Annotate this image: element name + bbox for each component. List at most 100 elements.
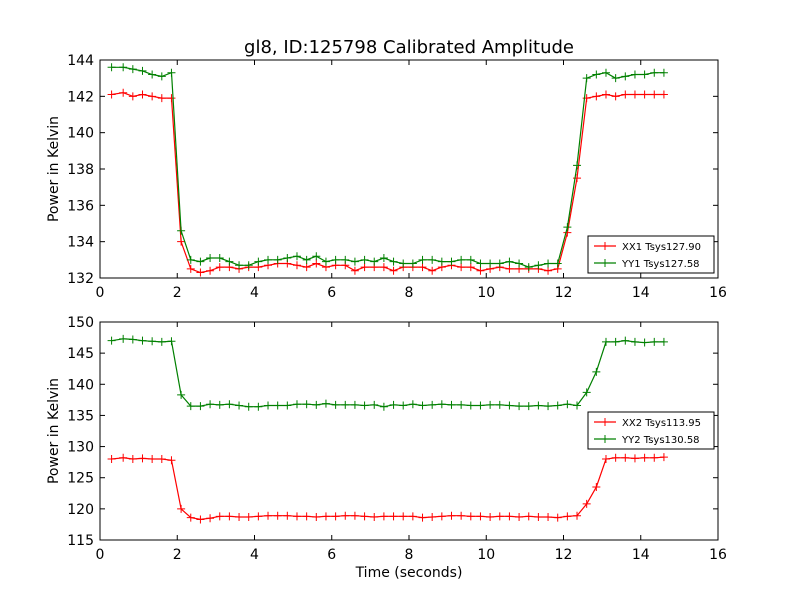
bottom-plot-series-2-point [621, 336, 630, 345]
y-tick-label: 115 [67, 533, 94, 549]
top-plot-series-2-point [331, 255, 340, 264]
top-plot-series-1-point [360, 263, 369, 272]
bottom-plot-series-1-point [592, 483, 601, 492]
bottom-plot-series-1-point [495, 512, 504, 521]
bottom-plot-series-1-point [466, 512, 475, 521]
bottom-plot-series-2-point [292, 400, 301, 409]
bottom-plot-series-2-point [196, 402, 205, 411]
x-tick-label: 2 [173, 285, 182, 301]
bottom-plot-series-1-point [370, 512, 379, 521]
top-plot-series-1-point [621, 90, 630, 99]
top-plot-series-1-point [107, 90, 116, 99]
top-plot-series-2-point [264, 255, 273, 264]
top-plot-series-2-point [418, 255, 427, 264]
bottom-plot-series-2-point [379, 402, 388, 411]
bottom-plot-series-1-point [167, 456, 176, 465]
top-plot-series-2-point [476, 259, 485, 268]
bottom-plot-series-2-point [389, 400, 398, 409]
top-plot-series-2-point [119, 63, 128, 72]
bottom-plot-series-2-point [428, 400, 437, 409]
bottom-plot-series-2-point [515, 402, 524, 411]
bottom-plot-series-2-point [273, 401, 282, 410]
bottom-plot-series-1-point [457, 511, 466, 520]
bottom-plot-series-2-point [544, 402, 553, 411]
bottom-plot-series-1-point [302, 512, 311, 521]
top-plot-series-2-point [283, 254, 292, 263]
bottom-plot-series-1-point [437, 512, 446, 521]
bottom-plot-series-2-point [157, 337, 166, 346]
bottom-plot-series-1-point [573, 511, 582, 520]
bottom-plot-series-2-point [312, 400, 321, 409]
bottom-plot-series-2-point [495, 400, 504, 409]
top-plot-series-2-point [640, 70, 649, 79]
top-plot-series-1-point [128, 92, 137, 101]
bottom-plot-series-2-point [283, 401, 292, 410]
top-plot-series-1-point [505, 264, 514, 273]
top-plot-series-2-point [138, 66, 147, 75]
bottom-plot-series-1-point [476, 512, 485, 521]
bottom-plot-series-1-point [621, 453, 630, 462]
bottom-plot-series-2-point [640, 338, 649, 347]
bottom-plot-series-2-point [447, 400, 456, 409]
y-tick-label: 136 [67, 198, 94, 214]
bottom-plot-legend: XX2 Tsys113.95 YY2 Tsys130.58 [587, 411, 715, 450]
bottom-plot-series-2-point [341, 400, 350, 409]
bottom-plot-series-1-point [206, 514, 215, 523]
top-plot-series-1-point [640, 90, 649, 99]
bottom-plot-series-2-point [321, 399, 330, 408]
bottom-plot-series-1-point [515, 512, 524, 521]
top-plot-series-2-point [515, 259, 524, 268]
top-plot-series-2-point [524, 263, 533, 272]
bottom-plot-series-1-point [630, 454, 639, 463]
top-plot-series-2-point [341, 255, 350, 264]
bottom-plot-series-1-point [283, 511, 292, 520]
top-plot-series-1-point [476, 266, 485, 275]
top-plot-series-1-point [148, 92, 157, 101]
x-tick-label: 6 [327, 547, 336, 563]
top-plot-series-2-point [592, 70, 601, 79]
bottom-plot-series-2-point [235, 401, 244, 410]
top-plot: 0 2 4 6 8 10 12 14 16 132 134 136 138 140 142 144 Power… [46, 53, 727, 301]
legend-marker [601, 259, 609, 267]
x-tick-label: 12 [555, 285, 573, 301]
top-plot-series-1-point [630, 90, 639, 99]
bottom-plot-series-1-point [611, 453, 620, 462]
bottom-plot-series-1-point [418, 513, 427, 522]
bottom-plot-series-line-2 [111, 338, 664, 408]
x-tick-label: 0 [96, 547, 105, 563]
top-plot-series-2-point [350, 257, 359, 266]
bottom-plot-series-1-point [177, 504, 186, 513]
bottom-plot-series-1-point [215, 512, 224, 521]
top-plot-series-2-point [225, 257, 234, 266]
x-tick-label: 16 [709, 547, 727, 563]
top-plot-series-2-point [186, 255, 195, 264]
bottom-plot-series-2-point [370, 400, 379, 409]
top-plot-series-2-point [630, 70, 639, 79]
bottom-plot-series-1-point [582, 499, 591, 508]
legend-box [587, 235, 715, 274]
bottom-plot-series-2-point [225, 400, 234, 409]
top-plot-series-2-point [292, 252, 301, 261]
legend-marker [601, 242, 609, 250]
bottom-plot-series-2-point [650, 337, 659, 346]
top-plot-series-1-point [206, 266, 215, 275]
top-plot-series-2-point [107, 63, 116, 72]
y-tick-label: 132 [67, 271, 94, 287]
top-plot-series-1-point [177, 237, 186, 246]
bottom-plot-series-2-point [601, 337, 610, 346]
legend-marker [601, 418, 609, 426]
top-plot-series-1-point [350, 266, 359, 275]
bottom-plot-y-label: Power in Kelvin [46, 378, 62, 484]
top-plot-series-1-point [544, 266, 553, 275]
bottom-plot-x-label: Time (seconds) [355, 565, 463, 581]
bottom-plot-series-1-point [244, 512, 253, 521]
top-plot-ticks: 0 2 4 6 8 10 12 14 16 132 134 136 138 140 142 144 [67, 53, 727, 301]
bottom-plot-series-1-point [553, 513, 562, 522]
bottom-plot-series-2-point [534, 401, 543, 410]
bottom-plot-series-2-point [206, 400, 215, 409]
top-plot-series-2-point [148, 70, 157, 79]
bottom-plot-series-2-point [563, 400, 572, 409]
bottom-plot-series-1-point [107, 455, 116, 464]
bottom-plot-series-1-point [254, 512, 263, 521]
top-plot-series-1-point [186, 264, 195, 273]
